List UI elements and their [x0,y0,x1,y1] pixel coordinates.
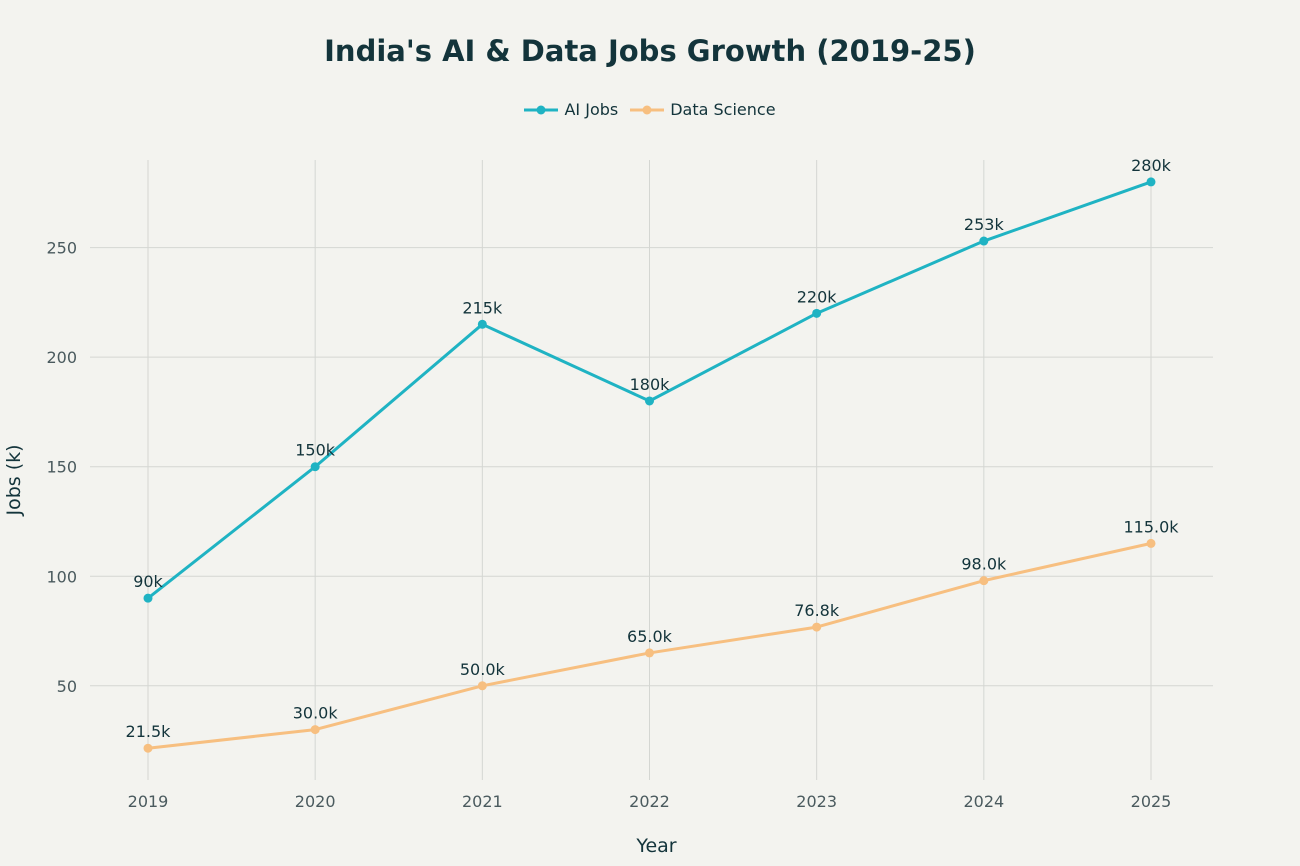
y-tick-label: 250 [46,239,77,258]
legend-swatch-data-science [630,105,665,114]
data-label-ai-jobs: 215k [462,298,503,317]
data-point-data-science[interactable] [310,725,320,735]
axes: 2019 2020 2021 2022 2023 2024 2025 50 100 150 200 2… [3,239,1171,857]
data-point-data-science[interactable] [979,576,989,586]
legend-item-ai-jobs[interactable]: AI Jobs [524,100,618,119]
data-label-ai-jobs: 280k [1131,156,1172,175]
data-label-ai-jobs: 220k [797,287,838,306]
data-label-data-science: 30.0k [293,704,339,723]
data-point-data-science[interactable] [143,743,153,753]
data-point-ai-jobs[interactable] [979,236,989,246]
y-axis-title: Jobs (k) [3,444,25,516]
y-tick-label: 150 [46,458,77,477]
data-point-ai-jobs[interactable] [310,462,320,472]
x-tick-label: 2019 [128,792,169,811]
x-tick-label: 2025 [1131,792,1172,811]
x-tick-label: 2024 [963,792,1004,811]
y-tick-label: 100 [46,567,77,586]
y-tick-label: 200 [46,348,77,367]
legend-item-data-science[interactable]: Data Science [630,100,776,119]
legend: AI Jobs Data Science [0,100,1300,119]
x-tick-label: 2020 [295,792,336,811]
x-tick-label: 2021 [462,792,503,811]
data-point-ai-jobs[interactable] [645,396,654,406]
data-point-data-science[interactable] [1146,538,1156,548]
data-label-data-science: 21.5k [126,722,172,741]
data-label-ai-jobs: 90k [133,572,163,591]
grid [90,160,1213,780]
data-labels: 90k 150k 215k 180k 220k 253k 280k 21.5k 30.0k 50.… [126,156,1180,741]
legend-swatch-ai-jobs [524,105,559,114]
x-tick-label: 2022 [629,792,670,811]
data-label-ai-jobs: 180k [630,375,671,394]
data-label-ai-jobs: 253k [964,215,1005,234]
x-tick-label: 2023 [796,792,837,811]
data-label-data-science: 98.0k [961,555,1007,574]
data-point-ai-jobs[interactable] [143,593,153,603]
data-point-ai-jobs[interactable] [812,308,822,318]
data-label-data-science: 115.0k [1123,517,1179,536]
data-point-data-science[interactable] [477,681,487,691]
x-axis-title: Year [635,835,676,857]
data-point-data-science[interactable] [645,648,654,658]
data-point-ai-jobs[interactable] [1146,177,1156,187]
y-tick-label: 50 [57,677,77,696]
chart-title: India's AI & Data Jobs Growth (2019-25) [324,34,976,68]
data-label-ai-jobs: 150k [295,441,336,460]
data-label-data-science: 50.0k [460,660,506,679]
data-point-ai-jobs[interactable] [477,319,487,329]
legend-label-ai-jobs: AI Jobs [564,100,619,119]
data-label-data-science: 76.8k [794,601,840,620]
legend-label-data-science: Data Science [670,100,776,119]
series-layer [143,177,1156,753]
data-label-data-science: 65.0k [627,627,673,646]
data-point-data-science[interactable] [812,622,822,632]
